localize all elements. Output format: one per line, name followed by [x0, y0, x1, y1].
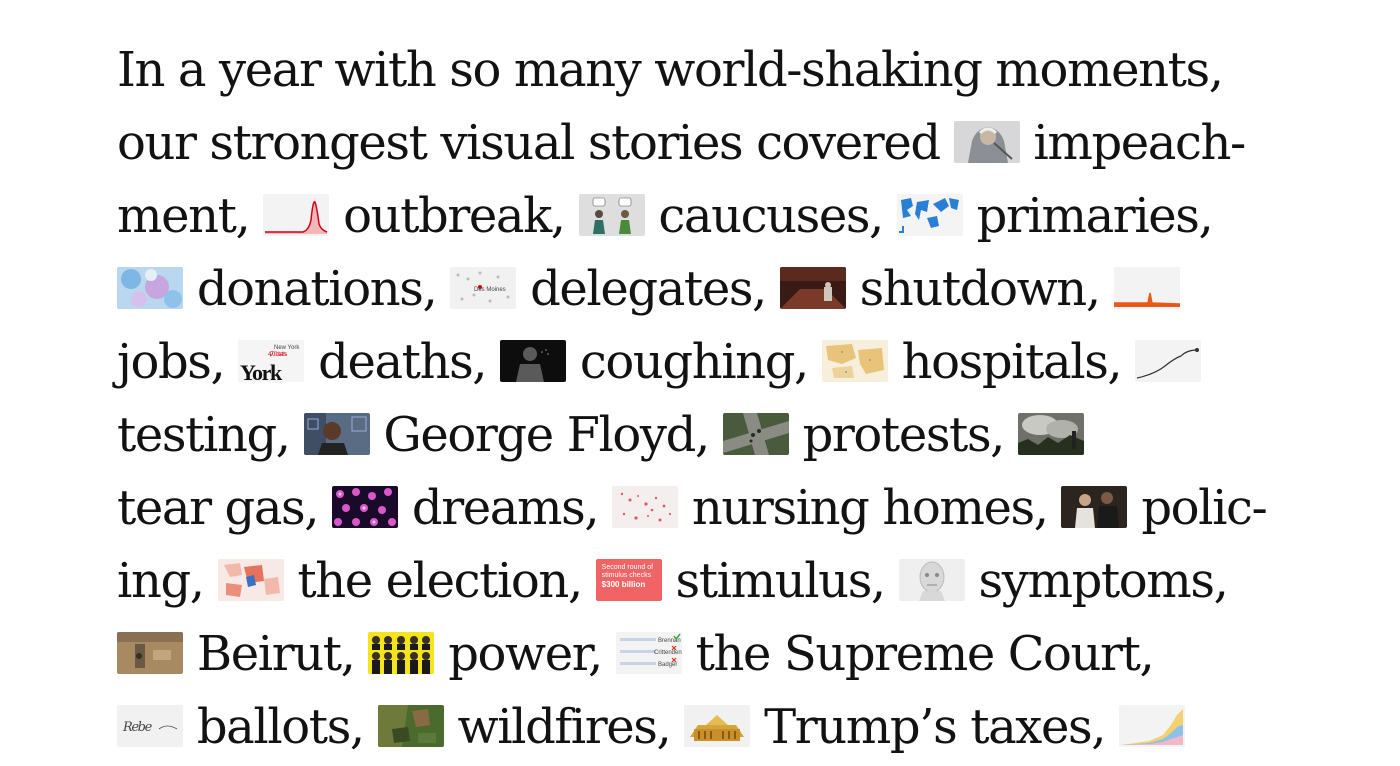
dreams-pattern-icon[interactable] — [332, 486, 399, 528]
policing-photo-icon[interactable] — [1061, 486, 1128, 528]
line-text: wildfires, — [457, 699, 672, 755]
line-text: the Supreme Court, — [695, 626, 1155, 682]
court-name-1: Brennan — [658, 638, 681, 644]
testing-chart-icon[interactable] — [1135, 340, 1202, 382]
line-text: dreams, — [411, 480, 600, 536]
text-line-2: our strongest visual stories covered imp… — [117, 113, 1246, 173]
jobs-chart-icon[interactable] — [1113, 267, 1180, 309]
line-text: delegates, — [530, 261, 767, 317]
line-text: stimulus, — [675, 553, 887, 609]
deaths-count: 4,700 deaths — [268, 352, 287, 358]
stimulus-amount: $300 billion — [601, 580, 646, 589]
ballots-signature-icon[interactable]: Rebe — [117, 705, 183, 747]
george-floyd-photo-icon[interactable] — [303, 413, 370, 455]
symptoms-figure-icon[interactable] — [898, 559, 965, 601]
shutdown-photo-icon[interactable] — [779, 267, 846, 309]
text-line-4: donations, Des Moines delegates, shutdow… — [117, 259, 1180, 319]
line-text: tear gas, — [117, 480, 320, 536]
delegates-label: Des Moines — [474, 287, 506, 293]
line-text: outbreak, — [343, 188, 566, 244]
supreme-court-ballot-icon[interactable]: Brennan Crittenden Badger — [615, 632, 682, 674]
line-text: jobs, — [117, 334, 226, 390]
outbreak-chart-icon[interactable] — [263, 194, 330, 236]
line-text: Beirut, — [196, 626, 356, 682]
text-line-1: In a year with so many world-shaking mom… — [117, 40, 1224, 100]
line-text: nursing homes, — [691, 480, 1049, 536]
tear-gas-photo-icon[interactable] — [1017, 413, 1084, 455]
power-portraits-icon[interactable] — [368, 632, 435, 674]
line-text: caucuses, — [658, 188, 884, 244]
line-text: coughing, — [579, 334, 809, 390]
caucuses-figures-icon[interactable] — [578, 194, 645, 236]
deaths-newyork-icon[interactable]: New York 4,700 deaths York — [238, 340, 305, 382]
beirut-satellite-icon[interactable] — [117, 632, 183, 674]
line-text: impeach- — [1033, 115, 1246, 171]
election-map-icon[interactable] — [217, 559, 284, 601]
impeachment-sketch-icon[interactable] — [953, 121, 1020, 163]
court-name-2: Crittenden — [654, 650, 682, 656]
line-text: ballots, — [196, 699, 365, 755]
text-line-10: Rebe ballots, wildfires, Trump’s taxes, — [117, 697, 1185, 757]
protests-aerial-icon[interactable] — [722, 413, 789, 455]
line-text: polic- — [1141, 480, 1267, 536]
line-text: the election, — [297, 553, 583, 609]
text-line-5: jobs, New York 4,700 deaths York deaths, c… — [117, 332, 1202, 392]
line-text: testing, — [117, 407, 291, 463]
line-text: our strongest visual stories covered — [117, 115, 941, 171]
line-text: hospitals, — [901, 334, 1123, 390]
stimulus-card-icon[interactable]: Second round of stimulus checks $300 bil… — [595, 559, 662, 601]
delegates-map-icon[interactable]: Des Moines — [450, 267, 517, 309]
deaths-big-word: York — [240, 360, 283, 382]
line-text: George Floyd, — [383, 407, 710, 463]
stimulus-line-2: stimulus checks — [601, 572, 652, 579]
hospitals-map-icon[interactable] — [821, 340, 888, 382]
text-line-8: ing, the election, Second round of stimu… — [117, 551, 1229, 611]
line-text: shutdown, — [859, 261, 1101, 317]
text-line-7: tear gas, dreams, nursing homes, polic- — [117, 478, 1268, 538]
line-text: ing, — [117, 553, 205, 609]
text-line-9: Beirut, power, Brennan Crittenden Badger t… — [117, 624, 1155, 684]
text-line-6: testing, George Floyd, protests, — [117, 405, 1084, 465]
line-text: protests, — [802, 407, 1006, 463]
taxes-area-chart-icon[interactable] — [1118, 705, 1185, 747]
line-text: power, — [448, 626, 603, 682]
stimulus-line-1: Second round of — [601, 564, 654, 571]
line-text: Trump’s taxes, — [764, 699, 1106, 755]
deaths-city: New York — [274, 345, 300, 351]
ballot-signature: Rebe — [122, 720, 153, 735]
primaries-map-icon[interactable] — [896, 194, 963, 236]
line-text: deaths, — [318, 334, 487, 390]
line-text: In a year with so many world-shaking mom… — [117, 42, 1224, 98]
coughing-figure-icon[interactable] — [500, 340, 567, 382]
wildfires-satellite-icon[interactable] — [377, 705, 444, 747]
line-text: symptoms, — [978, 553, 1229, 609]
donations-map-icon[interactable] — [117, 267, 183, 309]
nursing-homes-dots-icon[interactable] — [612, 486, 679, 528]
text-line-3: ment, outbreak, caucuses, primaries, — [117, 186, 1214, 246]
line-text: ment, — [117, 188, 251, 244]
line-text: donations, — [196, 261, 438, 317]
court-name-3: Badger — [658, 662, 677, 668]
line-text: primaries, — [976, 188, 1214, 244]
trump-taxes-building-icon[interactable] — [684, 705, 751, 747]
